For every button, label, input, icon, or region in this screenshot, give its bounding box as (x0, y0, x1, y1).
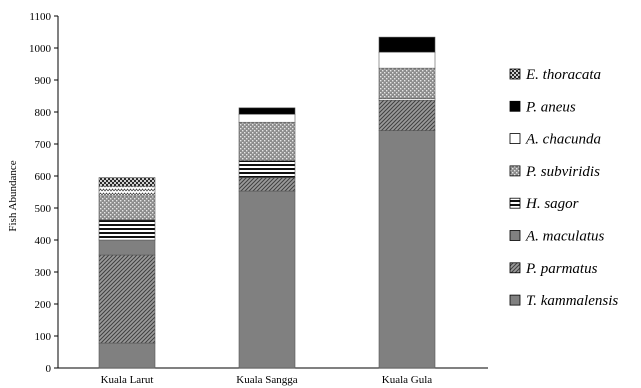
bar-segment-kuala-larut-p-subviridis (98, 195, 156, 221)
y-tick-label: 1000 (29, 43, 52, 55)
y-tick-label: 700 (35, 139, 52, 151)
legend-swatch-a-maculatus (509, 230, 521, 241)
legend-label-a-chacunda: A. chacunda (525, 132, 601, 148)
y-tick-label: 900 (35, 75, 52, 87)
legend-swatch-t-kammalensis (509, 294, 521, 306)
y-tick-label: 800 (35, 107, 52, 119)
legend-label-e-thoracata: E. thoracata (525, 67, 601, 83)
legend-swatch-e-thoracata (509, 68, 521, 80)
y-tick-label: 200 (35, 299, 52, 311)
x-category-label: Kuala Gula (382, 374, 433, 386)
x-axis: Kuala Larut Kuala Sangga Kuala Gula (58, 367, 488, 386)
bar-segment-kuala-larut-h-sagor (98, 219, 156, 241)
bar-segment-kuala-sangga-p-aneus (238, 107, 296, 115)
bar-segment-kuala-sangga-p-parmatus (238, 177, 296, 192)
legend-label-p-subviridis: P. subviridis (525, 164, 600, 180)
y-tick-label: 400 (35, 235, 52, 247)
bar-segment-kuala-sangga-t-kammalensis (238, 190, 296, 369)
y-axis: 0 100 200 300 400 500 600 700 800 900 1000 1100 (29, 11, 59, 375)
legend-label-h-sagor: H. sagor (525, 196, 579, 212)
legend-swatch-p-aneus (509, 100, 521, 112)
legend-label-p-parmatus: P. parmatus (525, 261, 598, 277)
bar-segment-kuala-gula-t-kammalensis (378, 130, 436, 369)
bars (98, 36, 436, 369)
y-tick-label: 600 (35, 171, 52, 183)
y-axis-title: Fish Abundance (7, 160, 19, 231)
legend-label-a-maculatus: A. maculatus (525, 229, 604, 245)
bar-segment-kuala-larut-a-maculatus (98, 239, 156, 256)
x-category-label: Kuala Sangga (236, 374, 298, 386)
y-tick-label: 1100 (29, 11, 51, 23)
bar-segment-kuala-sangga-p-subviridis (238, 121, 296, 161)
legend-swatch-h-sagor (509, 197, 521, 209)
bar-segment-kuala-sangga-a-chacunda (238, 113, 296, 123)
bar-segment-kuala-sangga-h-sagor (238, 160, 296, 178)
legend-label-p-aneus: P. aneus (525, 99, 576, 115)
bar-segment-kuala-larut-e-thoracata (98, 177, 156, 187)
bar-segment-kuala-gula-p-subviridis (378, 67, 436, 99)
legend-swatch-a-chacunda (509, 133, 521, 145)
bar-segment-kuala-larut-p-parmatus (98, 254, 156, 344)
bar-segment-kuala-gula-p-aneus (378, 36, 436, 53)
bar-segment-kuala-larut-t-kammalensis (98, 342, 156, 369)
legend-label-t-kammalensis: T. kammalensis (526, 293, 618, 309)
legend-swatch-p-subviridis (509, 165, 521, 177)
y-tick-label: 500 (35, 203, 52, 215)
y-tick-label: 100 (35, 331, 52, 343)
legend: E. thoracata P. aneus A. chacunda P. subvir… (509, 67, 618, 309)
bar-segment-kuala-larut-a-chacunda (98, 185, 156, 197)
y-tick-label: 0 (46, 363, 52, 375)
y-tick-label: 300 (35, 267, 52, 279)
legend-swatch-p-parmatus (509, 262, 521, 274)
bar-segment-kuala-gula-a-chacunda (378, 51, 436, 69)
bar-segment-kuala-gula-p-parmatus (378, 99, 436, 131)
x-category-label: Kuala Larut (101, 374, 154, 386)
